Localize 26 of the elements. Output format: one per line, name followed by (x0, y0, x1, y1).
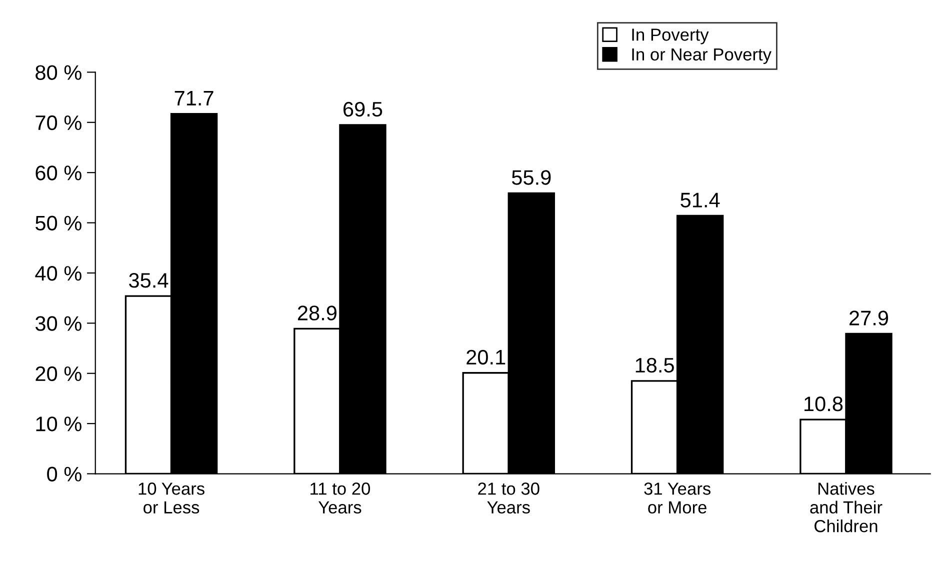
x-tick-label: 11 to 20 Years (310, 482, 370, 514)
y-tick-label: 80 % (36, 65, 82, 80)
data-label: 35.4 (129, 273, 168, 288)
legend-label: In Poverty (632, 28, 709, 44)
data-label: 18.5 (636, 358, 674, 373)
x-tick-label: 21 to 30 Years (478, 482, 540, 514)
data-label: 27.9 (850, 310, 888, 326)
y-tick-label: 50 % (36, 216, 82, 231)
y-tick-label: 0 % (47, 466, 82, 482)
data-label: 28.9 (298, 306, 336, 320)
data-label: 20.1 (466, 350, 506, 365)
data-label: 55.9 (512, 170, 551, 185)
y-tick-label: 20 % (36, 366, 82, 382)
y-tick-label: 30 % (35, 316, 82, 331)
y-tick-label: 10 % (36, 416, 82, 432)
y-tick-label: 70 % (36, 115, 82, 130)
data-label: 71.7 (174, 91, 214, 106)
y-tick-label: 60 % (36, 166, 82, 180)
x-tick-label: 10 Years or Less (138, 482, 204, 514)
data-label: 69.5 (344, 102, 382, 117)
data-label: 10.8 (804, 396, 843, 412)
legend-label: In or Near Poverty (632, 48, 772, 64)
y-tick-label: 40 % (35, 266, 82, 281)
data-label: 51.4 (680, 192, 720, 208)
x-tick-label: 31 Years or More (644, 482, 710, 514)
x-tick-label: Natives and Their Children (810, 482, 882, 532)
